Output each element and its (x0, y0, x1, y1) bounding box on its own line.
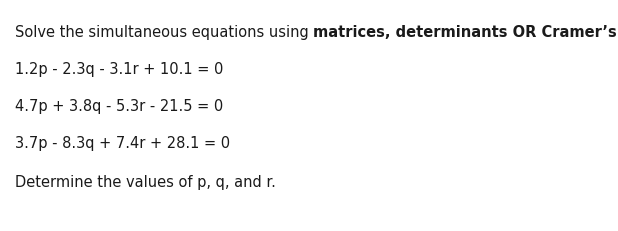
Text: 4.7p + 3.8q - 5.3r - 21.5 = 0: 4.7p + 3.8q - 5.3r - 21.5 = 0 (15, 99, 223, 113)
Text: matrices, determinants OR Cramer’s rule.: matrices, determinants OR Cramer’s rule. (313, 25, 618, 40)
Text: Determine the values of p, q, and r.: Determine the values of p, q, and r. (15, 174, 276, 189)
Text: 3.7p - 8.3q + 7.4r + 28.1 = 0: 3.7p - 8.3q + 7.4r + 28.1 = 0 (15, 135, 230, 150)
Text: Solve the simultaneous equations using: Solve the simultaneous equations using (15, 25, 313, 40)
Text: 1.2p - 2.3q - 3.1r + 10.1 = 0: 1.2p - 2.3q - 3.1r + 10.1 = 0 (15, 62, 223, 77)
